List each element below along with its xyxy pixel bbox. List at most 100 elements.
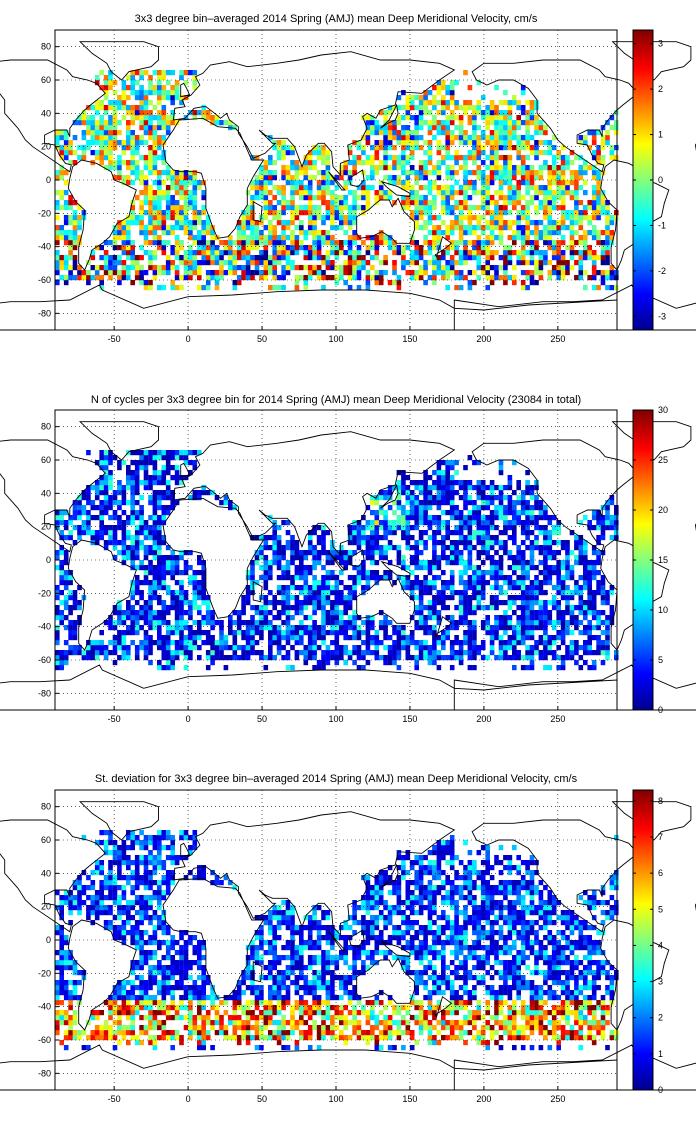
bin-cell	[356, 145, 362, 151]
bin-cell	[325, 600, 331, 606]
bin-cell	[485, 205, 490, 211]
bin-cell	[334, 595, 340, 601]
bin-cell	[418, 215, 424, 221]
bin-cell	[321, 610, 326, 616]
bin-cell	[339, 655, 344, 661]
bin-cell	[361, 160, 366, 166]
bin-cell	[117, 600, 122, 606]
bin-cell	[503, 520, 508, 526]
bin-cell	[68, 230, 73, 236]
bin-cell	[449, 205, 455, 211]
bin-cell	[418, 185, 424, 191]
bin-cell	[485, 225, 490, 231]
bin-cell	[232, 630, 238, 636]
bin-cell	[281, 155, 286, 161]
bin-cell	[312, 250, 317, 256]
bin-cell	[392, 520, 397, 526]
bin-cell	[525, 210, 530, 216]
bin-cell	[423, 515, 428, 521]
bin-cell	[485, 120, 490, 126]
bin-cell	[418, 610, 424, 616]
bin-cell	[543, 545, 548, 551]
bin-cell	[325, 560, 331, 566]
bin-cell	[90, 530, 96, 536]
bin-cell	[245, 650, 251, 656]
bin-cell	[525, 125, 530, 131]
bin-cell	[148, 515, 153, 521]
bin-cell	[436, 665, 442, 671]
bin-cell	[312, 245, 317, 251]
bin-cell	[352, 540, 357, 546]
bin-cell	[352, 635, 357, 641]
bin-cell	[480, 145, 486, 151]
bin-cell	[498, 265, 504, 271]
bin-cell	[472, 545, 477, 551]
bin-cell	[401, 130, 406, 136]
bin-cell	[374, 530, 380, 536]
bin-cell	[263, 600, 269, 606]
bin-cell	[414, 645, 419, 651]
bin-cell	[170, 95, 175, 101]
bin-cell	[179, 75, 184, 81]
bin-cell	[449, 240, 455, 246]
bin-cell	[139, 640, 144, 646]
bin-cell	[441, 275, 446, 281]
bin-cell	[63, 535, 69, 541]
bin-cell	[263, 625, 269, 631]
bin-cell	[321, 530, 326, 536]
bin-cell	[547, 190, 553, 196]
bin-cell	[489, 275, 495, 281]
bin-cell	[449, 90, 455, 96]
bin-cell	[560, 265, 566, 271]
bin-cell	[174, 645, 180, 651]
bin-cell	[205, 640, 211, 646]
bin-cell	[197, 270, 202, 276]
bin-cell	[596, 155, 601, 161]
bin-cell	[525, 605, 530, 611]
bin-cell	[139, 590, 144, 596]
bin-cell	[254, 195, 260, 201]
bin-cell	[551, 160, 557, 166]
bin-cell	[565, 550, 570, 556]
bin-cell	[108, 145, 113, 151]
bin-cell	[472, 205, 477, 211]
bin-cell	[596, 610, 601, 616]
bin-cell	[405, 155, 411, 161]
bin-cell	[352, 595, 357, 601]
bin-cell	[578, 590, 584, 596]
colorbar-tick-label: 1	[658, 130, 663, 140]
bin-cell	[414, 125, 419, 131]
bin-cell	[507, 125, 513, 131]
bin-cell	[121, 260, 127, 266]
bin-cell	[245, 250, 251, 256]
bin-cell	[529, 650, 535, 656]
bin-cell	[352, 195, 357, 201]
bin-cell	[458, 655, 464, 661]
bin-cell	[134, 545, 140, 551]
bin-cell	[525, 275, 530, 281]
bin-cell	[614, 210, 619, 216]
bin-cell	[334, 200, 340, 206]
bin-cell	[458, 605, 464, 611]
bin-cell	[263, 200, 269, 206]
bin-cell	[334, 210, 340, 216]
bin-cell	[281, 555, 286, 561]
bin-cell	[507, 185, 513, 191]
bin-cell	[192, 180, 198, 186]
bin-cell	[170, 210, 175, 216]
bin-cell	[441, 655, 446, 661]
bin-cell	[174, 85, 180, 91]
bin-cell	[449, 95, 455, 101]
bin-cell	[316, 155, 322, 161]
bin-cell	[383, 235, 388, 241]
bin-cell	[512, 220, 517, 226]
bin-cell	[250, 580, 255, 586]
bin-cell	[569, 215, 575, 221]
bin-cell	[565, 540, 570, 546]
bin-cell	[161, 565, 167, 571]
bin-cell	[192, 645, 198, 651]
bin-cell	[392, 265, 397, 271]
bin-cell	[405, 585, 411, 591]
bin-cell	[396, 140, 402, 146]
bin-cell	[560, 180, 566, 186]
